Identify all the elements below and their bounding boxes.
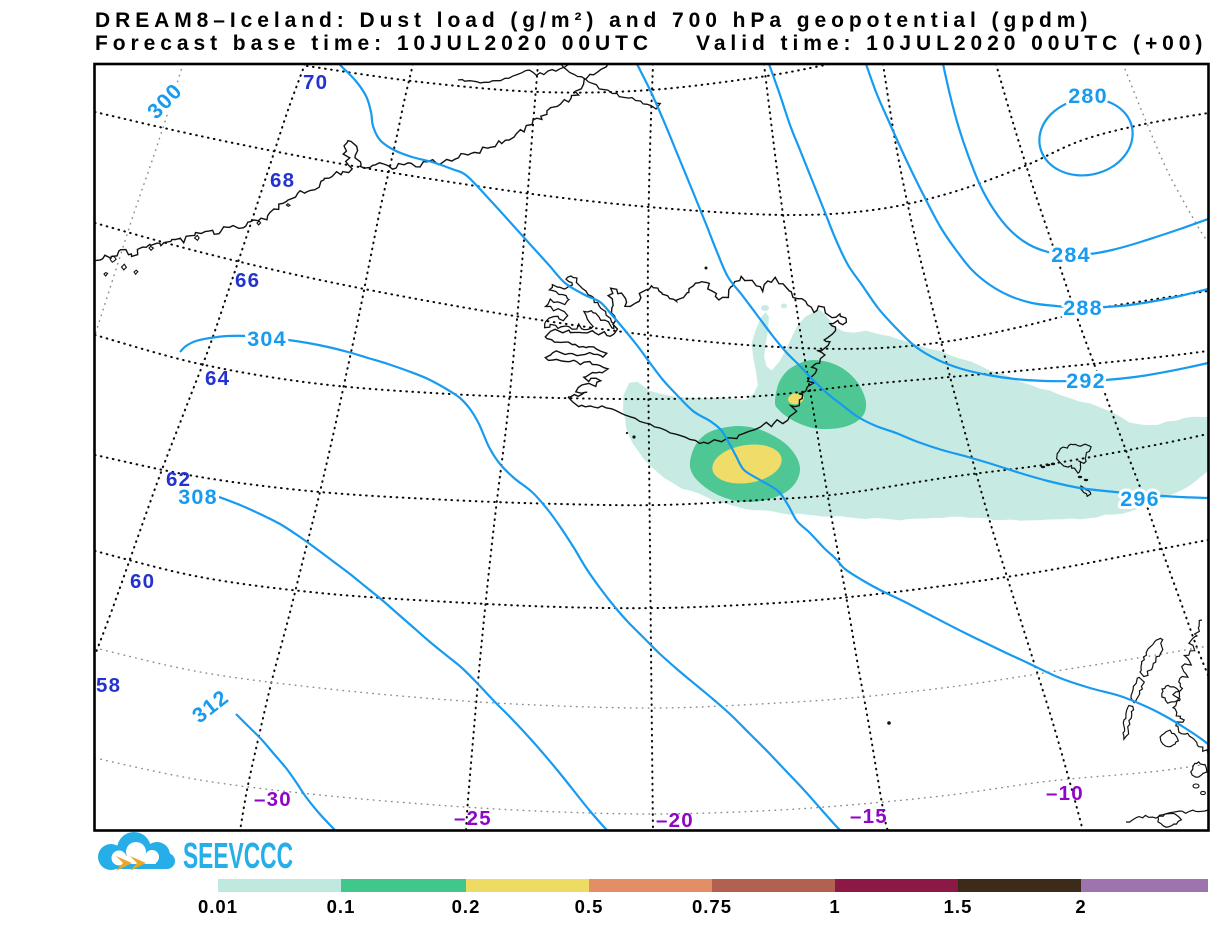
svg-text:Forecast base time: 10JUL2020: Forecast base time: 10JUL2020 00UTC Vali… [95, 32, 1205, 55]
svg-text:304: 304 [247, 327, 286, 351]
svg-text:66: 66 [235, 269, 260, 292]
svg-text:60: 60 [130, 570, 155, 593]
svg-text:308: 308 [178, 485, 217, 509]
svg-text:292: 292 [1066, 369, 1105, 393]
svg-text:–25: –25 [454, 807, 492, 830]
svg-text:1: 1 [829, 896, 840, 917]
svg-text:64: 64 [205, 367, 230, 390]
svg-text:0.01: 0.01 [198, 896, 238, 917]
svg-text:0.2: 0.2 [452, 896, 481, 917]
svg-text:–15: –15 [850, 805, 888, 828]
svg-text:SEEVCCC: SEEVCCC [183, 835, 293, 876]
svg-text:280: 280 [1068, 84, 1107, 108]
svg-text:–30: –30 [254, 788, 292, 811]
svg-text:62: 62 [166, 468, 191, 491]
svg-text:0.75: 0.75 [692, 896, 732, 917]
svg-text:DREAM8–Iceland: Dust load (g/m: DREAM8–Iceland: Dust load (g/m²) and 700… [95, 9, 1090, 32]
svg-text:284: 284 [1051, 243, 1090, 267]
svg-text:58: 58 [96, 674, 121, 697]
svg-text:70: 70 [303, 71, 328, 94]
svg-text:0.5: 0.5 [575, 896, 604, 917]
svg-text:0.1: 0.1 [327, 896, 356, 917]
svg-text:–20: –20 [656, 809, 694, 832]
svg-text:–10: –10 [1046, 782, 1084, 805]
svg-text:2: 2 [1075, 896, 1086, 917]
svg-text:296: 296 [1120, 487, 1159, 511]
svg-text:288: 288 [1063, 296, 1102, 320]
svg-text:68: 68 [270, 169, 295, 192]
svg-text:1.5: 1.5 [944, 896, 973, 917]
